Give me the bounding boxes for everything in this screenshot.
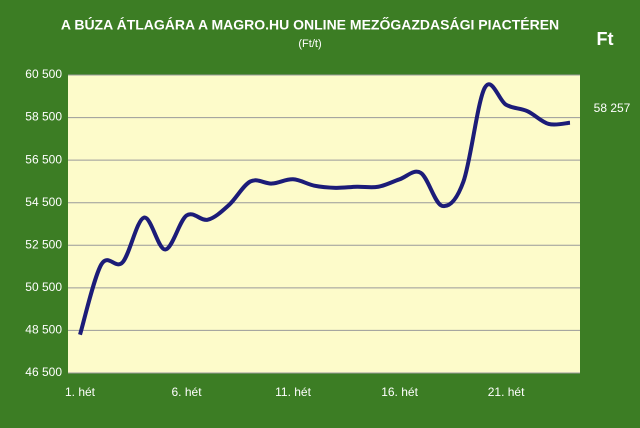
x-tick-label: 16. hét <box>381 385 418 399</box>
plot-area <box>68 75 580 373</box>
value-label: 58 257 <box>594 101 631 115</box>
x-tick-label: 1. hét <box>65 385 96 399</box>
y-tick-label: 48 500 <box>25 323 62 337</box>
y-tick-label: 58 500 <box>25 110 62 124</box>
x-tick-label: 21. hét <box>488 385 525 399</box>
x-tick-label: 6. hét <box>172 385 203 399</box>
y-tick-label: 50 500 <box>25 280 62 294</box>
y-tick-label: 52 500 <box>25 237 62 251</box>
y-tick-label: 54 500 <box>25 195 62 209</box>
unit-label: Ft <box>597 29 614 49</box>
line-series <box>78 82 571 336</box>
y-tick-label: 56 500 <box>25 152 62 166</box>
y-tick-label: 46 500 <box>25 365 62 379</box>
y-tick-label: 60 500 <box>25 67 62 81</box>
chart-title: A BÚZA ÁTLAGÁRA A MAGRO.HU ONLINE MEZŐGA… <box>61 16 559 33</box>
chart-subtitle: (Ft/t) <box>298 38 321 50</box>
x-tick-label: 11. hét <box>275 385 311 399</box>
